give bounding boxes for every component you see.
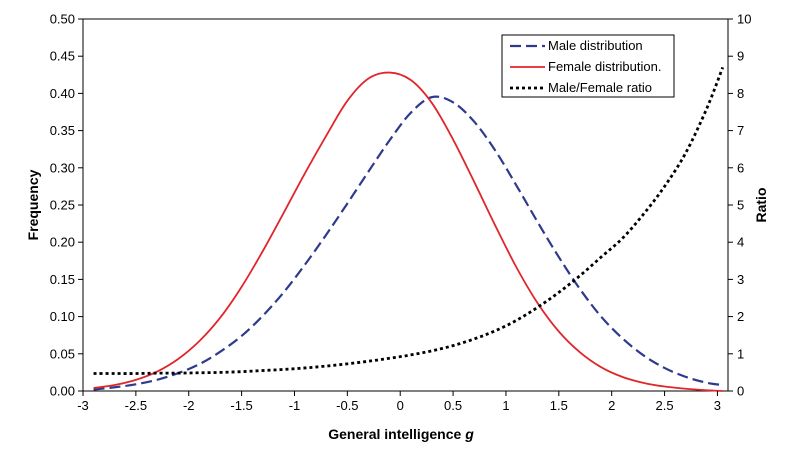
y-tick-label: 0.40 bbox=[50, 86, 75, 101]
y-axis-title: Frequency bbox=[25, 169, 41, 240]
y-tick-label: 0.45 bbox=[50, 49, 75, 64]
x-tick-label: 0 bbox=[397, 398, 404, 413]
x-tick-label: 1.5 bbox=[550, 398, 568, 413]
x-tick-label: 1 bbox=[502, 398, 509, 413]
x-tick-label: 3 bbox=[714, 398, 721, 413]
legend-label-ratio: Male/Female ratio bbox=[548, 80, 652, 95]
y2-tick-label: 6 bbox=[737, 160, 744, 175]
y-tick-label: 0.35 bbox=[50, 123, 75, 138]
y2-axis-title: Ratio bbox=[753, 188, 769, 223]
legend-entry-male: Male distribution bbox=[510, 38, 643, 53]
y2-tick-label: 0 bbox=[737, 384, 744, 399]
legend: Male distribution Female distribution. M… bbox=[501, 34, 675, 98]
y2-tick-label: 4 bbox=[737, 235, 744, 250]
series-line-male bbox=[93, 95, 723, 391]
y-tick-label: 0.15 bbox=[50, 272, 75, 287]
series-line-female bbox=[93, 71, 723, 392]
y-tick-label: 0.20 bbox=[50, 235, 75, 250]
y2-tick-label: 9 bbox=[737, 49, 744, 64]
x-tick-label: 2.5 bbox=[656, 398, 674, 413]
legend-label-female: Female distribution. bbox=[548, 59, 661, 74]
y-tick-label: 0.30 bbox=[50, 160, 75, 175]
x-tick-label: -2.5 bbox=[125, 398, 147, 413]
y-tick-label: 0.50 bbox=[50, 12, 75, 27]
x-tick-label: -1.5 bbox=[230, 398, 252, 413]
y-tick-label: 0.10 bbox=[50, 309, 75, 324]
x-tick-label: -3 bbox=[77, 398, 89, 413]
y-tick-label: 0.00 bbox=[50, 384, 75, 399]
y-tick-label: 0.05 bbox=[50, 346, 75, 361]
x-axis-title-var: g bbox=[464, 426, 474, 442]
y2-tick-label: 10 bbox=[737, 12, 751, 27]
x-axis-title-text: General intelligence bbox=[328, 426, 461, 442]
x-tick-label: 0.5 bbox=[444, 398, 462, 413]
y2-tick-label: 1 bbox=[737, 346, 744, 361]
legend-entry-female: Female distribution. bbox=[510, 59, 661, 74]
y2-tick-label: 5 bbox=[737, 198, 744, 213]
y2-tick-label: 3 bbox=[737, 272, 744, 287]
y2-tick-label: 7 bbox=[737, 123, 744, 138]
x-tick-label: -2 bbox=[183, 398, 195, 413]
x-tick-label: 2 bbox=[608, 398, 615, 413]
y-tick-label: 0.25 bbox=[50, 198, 75, 213]
x-axis-title: General intelligence g bbox=[328, 426, 474, 442]
series-line-ratio bbox=[93, 66, 725, 375]
y2-tick-label: 2 bbox=[737, 309, 744, 324]
legend-entry-ratio: Male/Female ratio bbox=[510, 80, 652, 95]
legend-label-male: Male distribution bbox=[548, 38, 643, 53]
y2-tick-label: 8 bbox=[737, 86, 744, 101]
x-tick-label: -0.5 bbox=[336, 398, 358, 413]
x-tick-label: -1 bbox=[289, 398, 301, 413]
